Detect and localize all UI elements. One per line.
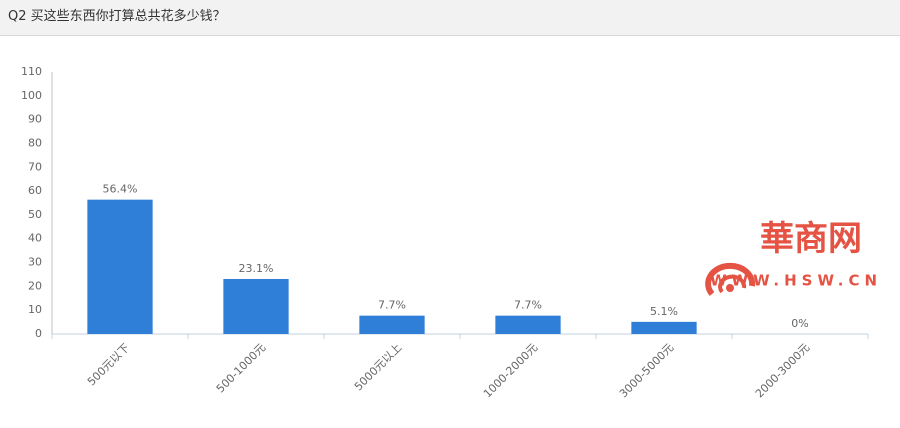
y-tick-label: 60 <box>28 184 42 197</box>
watermark: 華商网 WWW.HSW.CN <box>705 219 882 296</box>
x-tick-label: 5000元以上 <box>352 341 404 393</box>
bar <box>359 315 425 334</box>
y-tick-label: 80 <box>28 136 42 149</box>
y-tick-label: 110 <box>21 65 42 78</box>
x-tick-label: 500-1000元 <box>214 341 268 395</box>
bar <box>631 321 697 334</box>
y-tick-label: 40 <box>28 232 42 245</box>
value-label: 23.1% <box>239 262 274 275</box>
value-label: 5.1% <box>650 305 678 318</box>
question-title: Q2 买这些东西你打算总共花多少钱？ <box>0 0 900 36</box>
y-tick-label: 0 <box>35 327 42 340</box>
y-tick-label: 10 <box>28 303 42 316</box>
value-label: 7.7% <box>378 299 406 312</box>
y-tick-label: 20 <box>28 279 42 292</box>
logo-icon <box>705 262 756 296</box>
x-tick-label: 500元以下 <box>85 341 132 388</box>
y-tick-label: 100 <box>21 89 42 102</box>
y-tick-label: 50 <box>28 208 42 221</box>
y-tick-label: 70 <box>28 160 42 173</box>
value-label: 0% <box>791 317 808 330</box>
logo-url: WWW.HSW.CN <box>710 272 882 290</box>
bar <box>223 278 289 334</box>
y-tick-label: 90 <box>28 113 42 126</box>
logo-icon <box>718 274 747 294</box>
chart: 華商网 WWW.HSW.CN 0 10 20 30 40 50 60 70 80 90 100 110… <box>21 65 882 400</box>
bar <box>87 199 153 334</box>
logo-text: 華商网 <box>760 219 862 259</box>
value-label: 7.7% <box>514 299 542 312</box>
bar <box>495 315 561 334</box>
y-tick-label: 30 <box>28 256 42 269</box>
value-label: 56.4% <box>103 183 138 196</box>
x-tick-label: 2000-3000元 <box>753 341 812 400</box>
x-tick-label: 1000-2000元 <box>481 341 540 400</box>
logo-icon <box>726 284 734 292</box>
x-tick-label: 3000-5000元 <box>617 341 676 400</box>
